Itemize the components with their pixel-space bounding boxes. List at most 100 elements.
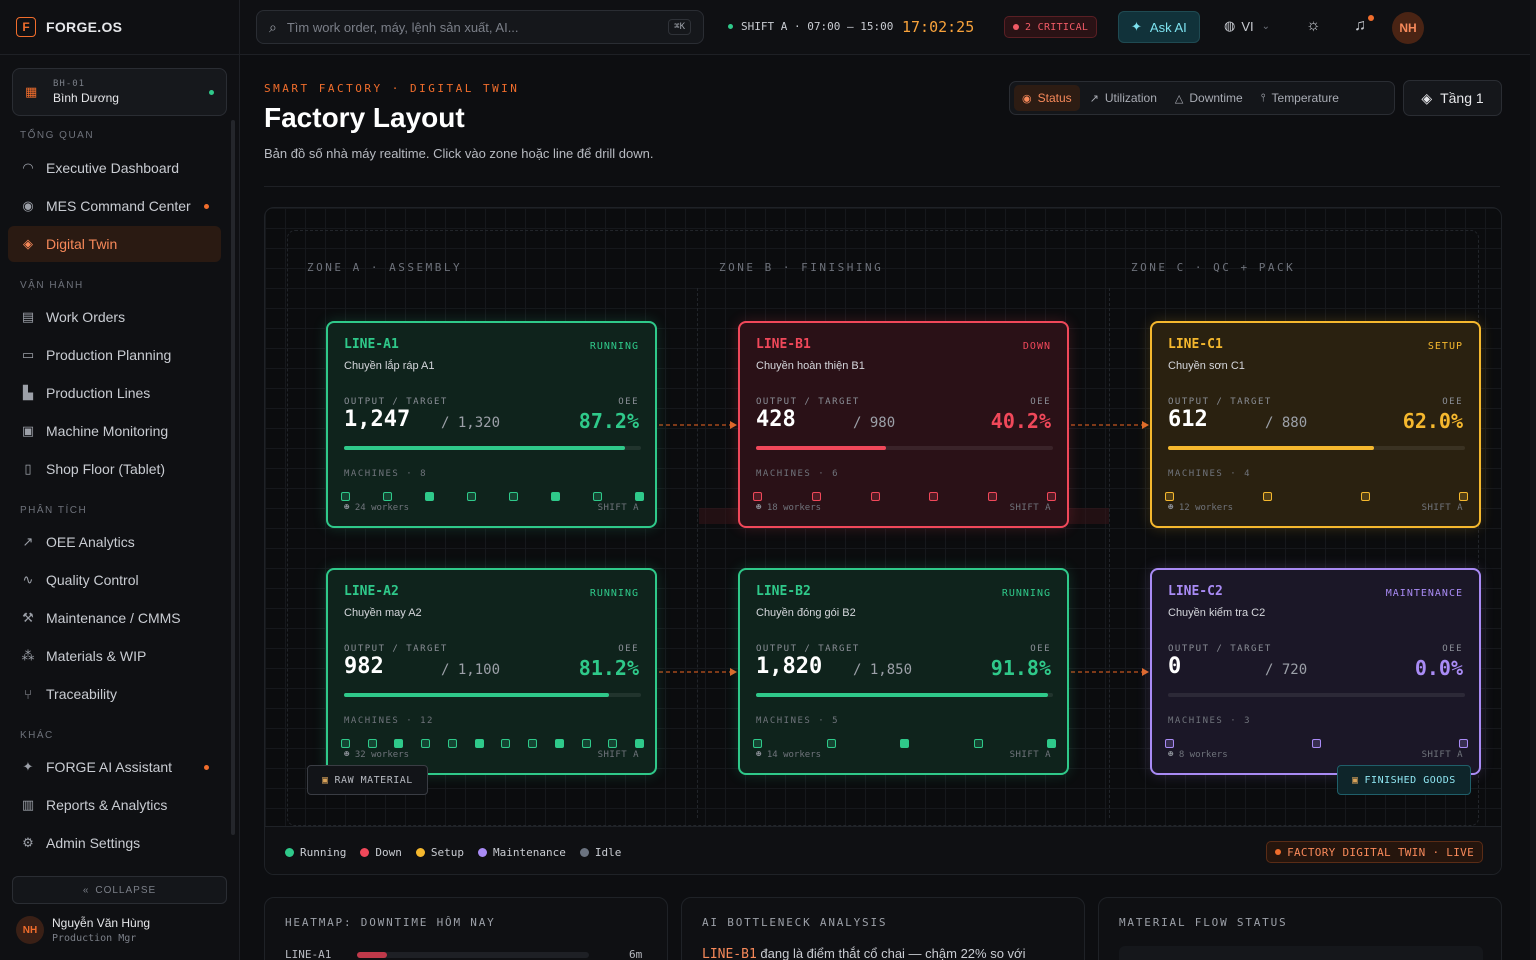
machine-indicator[interactable]	[421, 739, 430, 748]
site-status-dot	[209, 90, 214, 95]
trend-icon: ↗	[1089, 92, 1099, 105]
machine-indicator[interactable]	[448, 739, 457, 748]
site-selector[interactable]: ▦ BH-01 Bình Dương	[12, 68, 227, 116]
nav-item-ai-assistant[interactable]: ✦ FORGE AI Assistant	[8, 749, 221, 785]
machine-indicator[interactable]	[1165, 739, 1174, 748]
line-card-line-c2[interactable]: LINE-C2 MAINTENANCE Chuyền kiểm tra C2 OUTP…	[1150, 568, 1481, 775]
machine-indicator[interactable]	[929, 492, 938, 501]
avatar[interactable]: NH	[1392, 12, 1424, 44]
machine-indicator[interactable]	[900, 739, 909, 748]
nav-item-oee-analytics[interactable]: ↗ OEE Analytics	[8, 524, 221, 560]
machine-indicator[interactable]	[1047, 492, 1056, 501]
machine-indicator[interactable]	[528, 739, 537, 748]
nav-item-admin-settings[interactable]: ⚙ Admin Settings	[8, 825, 221, 861]
machine-indicator[interactable]	[1263, 492, 1272, 501]
tab-utilization[interactable]: ↗ Utilization	[1082, 85, 1165, 111]
line-card-line-a2[interactable]: LINE-A2 RUNNING Chuyền may A2 OUTPUT / TARG…	[326, 568, 657, 775]
nav-item-digital-twin[interactable]: ◈ Digital Twin	[8, 226, 221, 262]
machine-indicator[interactable]	[1047, 739, 1056, 748]
search-box[interactable]: ⌕ ⌘K	[256, 10, 704, 44]
nav-item-quality-control[interactable]: ∿ Quality Control	[8, 562, 221, 598]
zone-b-label[interactable]: ZONE B · FINISHING	[719, 261, 884, 274]
machine-indicator[interactable]	[582, 739, 591, 748]
live-label: FACTORY DIGITAL TWIN · LIVE	[1287, 845, 1474, 859]
machine-indicator[interactable]	[1459, 739, 1468, 748]
bell-icon[interactable]: ♫	[1354, 17, 1366, 34]
nav-item-materials[interactable]: ⁂ Materials & WIP	[8, 638, 221, 674]
machine-indicator[interactable]	[425, 492, 434, 501]
nav-item-machine-monitoring[interactable]: ▣ Machine Monitoring	[8, 413, 221, 449]
machine-indicator[interactable]	[555, 739, 564, 748]
line-card-line-b2[interactable]: LINE-B2 RUNNING Chuyền đóng gói B2 OUTPUT /…	[738, 568, 1069, 775]
machine-indicator[interactable]	[368, 739, 377, 748]
nav-item-mes-command-center[interactable]: ◉ MES Command Center	[8, 188, 221, 224]
machine-indicator[interactable]	[812, 492, 821, 501]
workers-count: ☻ 12 workers	[1168, 503, 1234, 513]
machine-indicator[interactable]	[383, 492, 392, 501]
machine-indicator[interactable]	[551, 492, 560, 501]
machine-indicator[interactable]	[501, 739, 510, 748]
line-card-line-a1[interactable]: LINE-A1 RUNNING Chuyền lắp ráp A1 OUTPUT / …	[326, 321, 657, 528]
nav-item-production-lines[interactable]: ▙ Production Lines	[8, 375, 221, 411]
nav-item-executive-dashboard[interactable]: ◠ Executive Dashboard	[8, 150, 221, 186]
machine-indicator[interactable]	[475, 739, 484, 748]
machine-indicator[interactable]	[1165, 492, 1174, 501]
factory-icon: ▙	[23, 385, 33, 400]
tab-status[interactable]: ◉ Status	[1014, 85, 1080, 111]
nav-item-label: Quality Control	[46, 572, 139, 588]
tab-temperature[interactable]: ⫯ Temperature	[1253, 85, 1347, 111]
nav-item-traceability[interactable]: ⑂ Traceability	[8, 676, 221, 712]
page-scrollbar[interactable]	[1530, 0, 1536, 960]
language-selector[interactable]: ◍ VI ⌄	[1224, 18, 1270, 34]
nav-item-work-orders[interactable]: ▤ Work Orders	[8, 299, 221, 335]
machine-indicator[interactable]	[1361, 492, 1370, 501]
machine-indicator[interactable]	[988, 492, 997, 501]
line-status: SETUP	[1427, 341, 1463, 352]
nav-item-maintenance[interactable]: ⚒ Maintenance / CMMS	[8, 600, 221, 636]
machine-indicator[interactable]	[341, 739, 350, 748]
machine-indicator[interactable]	[608, 739, 617, 748]
nav-item-label: Admin Settings	[46, 835, 141, 851]
search-input[interactable]	[286, 19, 647, 35]
machine-indicator[interactable]	[1459, 492, 1468, 501]
zone-a-label[interactable]: ZONE A · ASSEMBLY	[307, 261, 463, 274]
raw-material-tag[interactable]: ▣ RAW MATERIAL	[307, 765, 428, 795]
machine-indicator[interactable]	[974, 739, 983, 748]
line-output: 612	[1168, 407, 1208, 432]
machine-indicator[interactable]	[1312, 739, 1321, 748]
ai-insight-line[interactable]: LINE-B1	[702, 947, 757, 960]
machine-indicator[interactable]	[394, 739, 403, 748]
theme-toggle-sun-icon[interactable]: ☼	[1306, 17, 1321, 34]
sparkles-icon: ✦	[22, 759, 34, 774]
zone-c-label[interactable]: ZONE C · QC + PACK	[1131, 261, 1296, 274]
line-card-line-c1[interactable]: LINE-C1 SETUP Chuyền sơn C1 OUTPUT / TARGET…	[1150, 321, 1481, 528]
finished-goods-tag[interactable]: ▣ FINISHED GOODS	[1337, 765, 1471, 795]
user-profile[interactable]: NH Nguyễn Văn Hùng Production Mgr	[16, 916, 150, 944]
sidebar-scrollbar[interactable]	[231, 120, 235, 835]
machine-indicator[interactable]	[827, 739, 836, 748]
machine-indicator[interactable]	[871, 492, 880, 501]
nav-item-shop-floor[interactable]: ▯ Shop Floor (Tablet)	[8, 451, 221, 487]
machine-indicator[interactable]	[341, 492, 350, 501]
live-dot	[1275, 849, 1282, 855]
line-card-line-b1[interactable]: LINE-B1 DOWN Chuyền hoàn thiện B1 OUTPUT / …	[738, 321, 1069, 528]
machine-indicator[interactable]	[635, 739, 644, 748]
workers-count: ☻ 14 workers	[756, 750, 822, 760]
avatar: NH	[16, 916, 44, 944]
machine-indicator[interactable]	[467, 492, 476, 501]
machine-indicator[interactable]	[753, 492, 762, 501]
critical-alerts-badge[interactable]: 2 CRITICAL	[1004, 16, 1098, 38]
nav-item-production-planning[interactable]: ▭ Production Planning	[8, 337, 221, 373]
nav-item-reports[interactable]: ▥ Reports & Analytics	[8, 787, 221, 823]
machine-indicator[interactable]	[593, 492, 602, 501]
machine-indicator[interactable]	[509, 492, 518, 501]
brand[interactable]: F FORGE.OS	[0, 0, 239, 55]
machine-indicator[interactable]	[753, 739, 762, 748]
floor-selector[interactable]: ◈ Tầng 1	[1403, 80, 1502, 116]
ask-ai-button[interactable]: ✦ Ask AI	[1118, 11, 1200, 43]
heatmap-row[interactable]: LINE-A1 6m	[285, 948, 642, 960]
collapse-button[interactable]: « COLLAPSE	[12, 876, 227, 904]
tab-downtime[interactable]: △ Downtime	[1167, 85, 1251, 111]
machine-indicator[interactable]	[635, 492, 644, 501]
legend-label: Setup	[430, 846, 464, 859]
